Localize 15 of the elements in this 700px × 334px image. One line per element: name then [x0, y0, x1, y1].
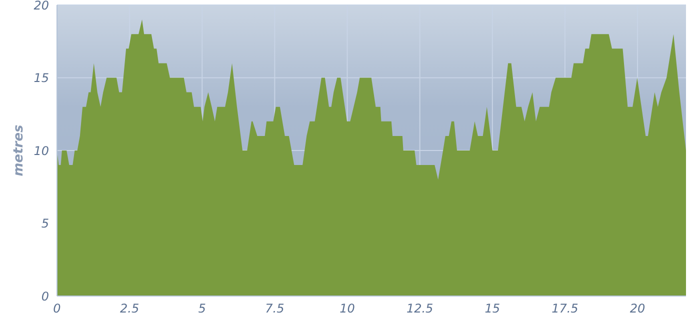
x-tick-label: 2.5 [120, 302, 140, 316]
y-tick-label: 20 [34, 0, 50, 12]
x-tick-label: 7.5 [265, 302, 284, 316]
x-tick-label: 5 [198, 302, 206, 316]
x-tick-label: 10 [340, 302, 356, 316]
y-axis-title: metres [12, 124, 27, 176]
x-tick-label: 20 [630, 302, 646, 316]
x-tick-label: 15 [484, 302, 500, 316]
x-tick-label: 17.5 [552, 302, 578, 316]
x-tick-label: 0 [53, 302, 62, 316]
y-tick-label: 15 [34, 71, 49, 86]
y-tick-label: 0 [41, 289, 50, 304]
y-tick-label: 5 [41, 216, 49, 231]
y-tick-label: 10 [34, 144, 50, 158]
x-tick-label: 12.5 [406, 302, 434, 316]
